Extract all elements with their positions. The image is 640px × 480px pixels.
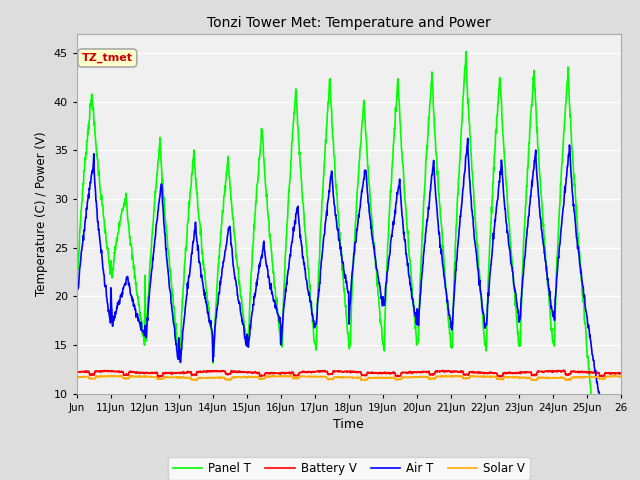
Battery V: [611, 371, 618, 377]
Y-axis label: Temperature (C) / Power (V): Temperature (C) / Power (V): [35, 132, 48, 296]
Text: TZ_tmet: TZ_tmet: [82, 53, 133, 63]
Legend: Panel T, Battery V, Air T, Solar V: Panel T, Battery V, Air T, Solar V: [168, 457, 530, 480]
Panel T: [324, 99, 332, 105]
Line: Panel T: Panel T: [77, 51, 621, 480]
Air T: [73, 285, 81, 290]
Air T: [610, 476, 618, 480]
X-axis label: Time: Time: [333, 418, 364, 431]
Air T: [477, 292, 485, 298]
Battery V: [557, 369, 564, 375]
Solar V: [477, 374, 485, 380]
Battery V: [154, 374, 162, 380]
Battery V: [560, 367, 568, 373]
Air T: [335, 231, 342, 237]
Panel T: [462, 48, 470, 54]
Battery V: [158, 373, 166, 379]
Battery V: [477, 370, 485, 376]
Solar V: [158, 376, 166, 382]
Solar V: [557, 374, 565, 380]
Air T: [464, 135, 472, 141]
Battery V: [73, 370, 81, 375]
Air T: [158, 181, 166, 187]
Panel T: [335, 211, 342, 217]
Line: Solar V: Solar V: [77, 375, 621, 381]
Battery V: [335, 368, 342, 374]
Solar V: [357, 378, 365, 384]
Battery V: [324, 372, 332, 377]
Solar V: [73, 374, 81, 380]
Line: Air T: Air T: [77, 138, 621, 480]
Panel T: [557, 181, 564, 187]
Solar V: [286, 372, 294, 378]
Solar V: [324, 377, 332, 383]
Air T: [557, 228, 564, 234]
Battery V: [617, 370, 625, 376]
Solar V: [611, 373, 618, 379]
Panel T: [477, 296, 485, 302]
Panel T: [73, 259, 81, 265]
Solar V: [617, 373, 625, 379]
Line: Battery V: Battery V: [77, 370, 621, 377]
Solar V: [335, 375, 342, 381]
Panel T: [158, 170, 166, 176]
Air T: [324, 197, 332, 203]
Title: Tonzi Tower Met: Temperature and Power: Tonzi Tower Met: Temperature and Power: [207, 16, 491, 30]
